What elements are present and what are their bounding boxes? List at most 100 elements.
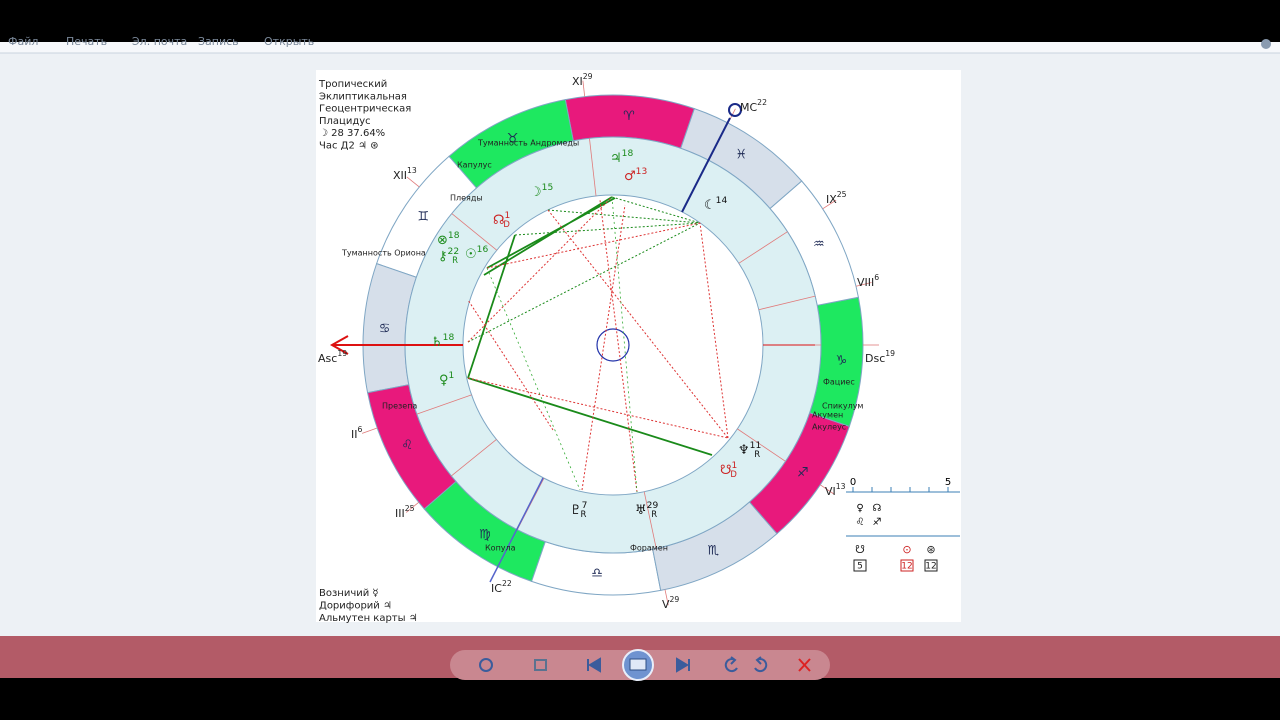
scale-label: 5 [945,477,951,488]
planet: ♆11 R [738,441,761,459]
table-box [853,559,867,572]
chart-footer: Возничий ☿ [319,588,379,599]
zodiac-sign: ♓ [735,148,747,163]
planet-degree: 18 [448,231,460,241]
house-label-text: IX [826,193,837,206]
scale-label: 0 [850,477,856,488]
house-label: XII13 [393,166,417,182]
house-label: VI13 [825,482,846,498]
planet-text: ♀ [439,373,449,388]
table-box-label: 12 [901,562,912,572]
house-label: III25 [395,504,415,520]
chart-footer: Дорифорий ♃ [319,601,392,612]
planet-text: ⚷ [438,249,448,264]
planet: ⊗18 [437,231,460,248]
house-cusp-outer [820,484,834,495]
zodiac-sign: ♑ [836,353,848,368]
help-button[interactable] [1261,39,1271,49]
planet: ⚷22 R [438,247,459,265]
house-label-degree: 25 [837,190,847,199]
table-box-label: 5 [857,562,863,572]
toolbar-buttons [479,649,811,681]
planet-degree: 1 [505,211,511,221]
planet-degree: 14 [716,196,728,206]
planet-note: D [730,469,737,479]
house-cusp [758,295,816,311]
house-label: IX25 [826,190,847,206]
house-label-degree: 29 [670,595,680,604]
delete-button[interactable] [798,658,811,672]
house-label-degree: 25 [405,504,415,513]
planet-note: R [754,449,760,459]
house-label: XI29 [572,72,593,88]
center-circle [596,328,630,362]
fixed-star: Фациес [823,378,855,387]
slideshow-icon [629,658,647,671]
house-label: Asc19 [318,349,347,365]
planet-text: ♅ [635,503,647,518]
house-label-text: Asc [318,352,337,365]
aspect-line [467,196,701,343]
fixed-star: Туманность Андромеды [477,139,579,148]
house-label-text: XI [572,75,583,88]
menu-item: Файл [8,35,38,48]
rotate-right-button[interactable] [754,656,768,673]
planet-text: ♂ [624,169,636,184]
planet-text: ☊ [493,213,505,228]
planet-note: R [580,509,586,519]
house-cusp-outer [361,427,378,434]
house-label-text: II [351,428,358,441]
aspect-line [467,196,713,456]
fit-button[interactable] [534,659,547,671]
fixed-star: Форамен [630,544,668,553]
house-cusp-outer [406,502,419,513]
planet: ♀1 [439,371,454,388]
house-cusp [737,428,786,462]
house-label-degree: 29 [583,72,593,81]
zoom-button[interactable] [479,658,493,672]
menu-item: Эл. почта [132,35,187,48]
fixed-star: Копула [485,544,516,553]
house-label-degree: 6 [874,273,879,282]
planet: ☋1 D [720,461,737,479]
next-button[interactable] [676,657,690,673]
planet: ♇7 R [570,501,588,519]
zodiac-sign: ♏ [708,543,720,558]
table-glyph: ☊ [873,503,882,514]
planet: ☉16 [465,245,488,262]
aspect-line [486,196,638,493]
prev-button[interactable] [587,657,601,673]
house-label-text: MC [740,101,757,114]
fixed-star: Туманность Ориона [341,249,426,258]
chart-info: Час Д2 ♃ ⊛ [319,141,379,152]
house-label-degree: 22 [502,579,512,588]
planet-text: ⊗ [437,233,448,248]
mc-axis [681,117,731,213]
zodiac-sign: ♒ [813,237,825,252]
planet-note: D [503,219,510,229]
house-label-text: VIII [857,276,874,289]
chart-info: Эклиптикальная [319,91,407,102]
chart-info: Геоцентрическая [319,104,411,115]
rotate-left-button[interactable] [724,656,738,673]
planet-degree: 15 [542,183,554,193]
house-cusp [643,491,657,549]
chart-info: Плацидус [319,116,371,127]
house-cusp [451,213,498,251]
house-cusp-outer [822,199,837,210]
house-label-text: XII [393,169,407,182]
house-label-degree: 13 [407,166,417,175]
menu-item: Печать [66,35,107,48]
fixed-star: Капулус [457,161,492,170]
house-cusp [416,394,472,415]
fixed-star: Презепа [382,402,417,411]
planet-text: ♆ [738,443,750,458]
table-box [900,559,914,572]
fixed-star: Акумен [812,411,843,420]
house-label-text: V [662,598,670,611]
zodiac-sign: ♐ [797,466,809,481]
table-box-label: 12 [925,562,936,572]
natal-chart: Файл Печать Эл. почта Запись Открыть ♈ ♉ ♊ ♋ ♌ ♍ ♎ ♏… [8,35,960,624]
house-cusp [738,231,788,264]
zodiac-sign: ♊ [417,209,429,224]
